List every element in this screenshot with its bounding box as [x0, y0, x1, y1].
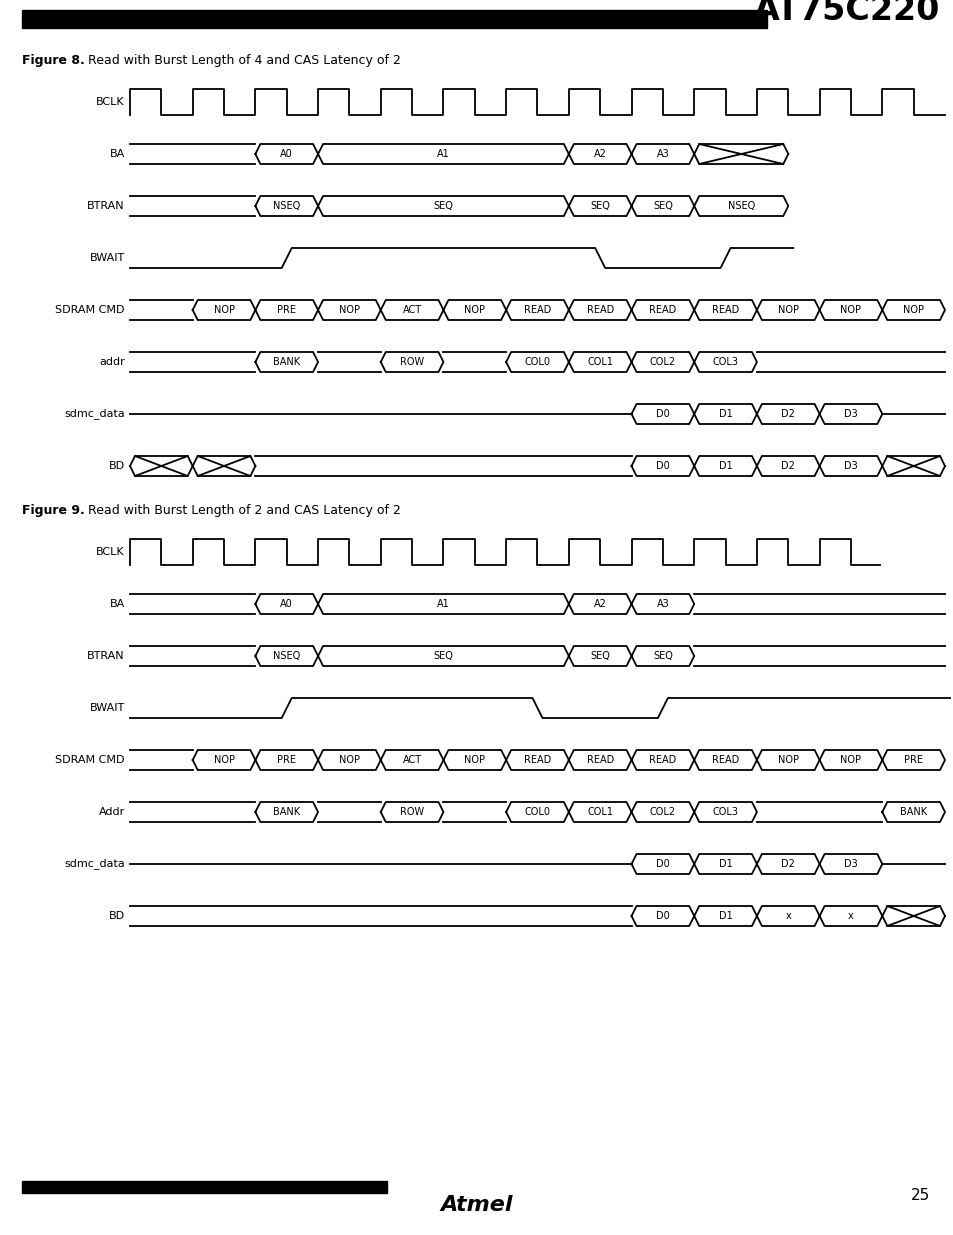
Text: BCLK: BCLK [96, 98, 125, 107]
Text: SEQ: SEQ [652, 201, 672, 211]
Text: A3: A3 [656, 149, 669, 159]
Text: READ: READ [649, 755, 676, 764]
Text: SEQ: SEQ [652, 651, 672, 661]
Text: D0: D0 [656, 461, 669, 471]
Bar [22, 10, 766, 28]
Text: COL2: COL2 [649, 806, 676, 818]
Text: NOP: NOP [777, 305, 798, 315]
Text: A0: A0 [280, 599, 293, 609]
Text: addr: addr [99, 357, 125, 367]
Text: A1: A1 [436, 599, 450, 609]
Text: COL0: COL0 [524, 806, 550, 818]
Text: NOP: NOP [464, 305, 485, 315]
Text: READ: READ [711, 305, 739, 315]
Text: D2: D2 [781, 860, 795, 869]
Text: BCLK: BCLK [96, 547, 125, 557]
Text: COL3: COL3 [712, 357, 738, 367]
Text: PRE: PRE [277, 305, 296, 315]
Text: sdmc_data: sdmc_data [64, 858, 125, 869]
Text: AT75C220: AT75C220 [753, 0, 939, 27]
Text: D0: D0 [656, 860, 669, 869]
Text: Read with Burst Length of 2 and CAS Latency of 2: Read with Burst Length of 2 and CAS Late… [80, 504, 400, 517]
Text: BA: BA [110, 599, 125, 609]
Text: D3: D3 [843, 409, 857, 419]
Text: NOP: NOP [464, 755, 485, 764]
Text: ACT: ACT [402, 755, 421, 764]
Text: READ: READ [711, 755, 739, 764]
Text: READ: READ [586, 305, 613, 315]
Text: NSEQ: NSEQ [273, 651, 300, 661]
Text: READ: READ [649, 305, 676, 315]
Text: x: x [847, 911, 853, 921]
Text: D1: D1 [718, 860, 732, 869]
Text: SEQ: SEQ [590, 201, 610, 211]
Text: READ: READ [523, 305, 551, 315]
Bar [22, 1181, 387, 1193]
Text: Addr: Addr [99, 806, 125, 818]
Text: SDRAM CMD: SDRAM CMD [55, 755, 125, 764]
Text: NOP: NOP [902, 305, 923, 315]
Text: A3: A3 [656, 599, 669, 609]
Text: SDRAM CMD: SDRAM CMD [55, 305, 125, 315]
Text: Figure 9.: Figure 9. [22, 504, 85, 517]
Text: D2: D2 [781, 461, 795, 471]
Text: SEQ: SEQ [433, 201, 453, 211]
Text: ACT: ACT [402, 305, 421, 315]
Text: sdmc_data: sdmc_data [64, 409, 125, 420]
Text: READ: READ [586, 755, 613, 764]
Text: NOP: NOP [840, 755, 861, 764]
Text: NSEQ: NSEQ [727, 201, 754, 211]
FancyBboxPatch shape [441, 1187, 512, 1223]
Text: A0: A0 [280, 149, 293, 159]
Text: x: x [784, 911, 790, 921]
Text: NSEQ: NSEQ [273, 201, 300, 211]
Text: BANK: BANK [273, 806, 300, 818]
Text: NOP: NOP [213, 755, 234, 764]
Text: COL2: COL2 [649, 357, 676, 367]
Text: A2: A2 [593, 599, 606, 609]
Text: BWAIT: BWAIT [90, 703, 125, 713]
Text: BTRAN: BTRAN [88, 651, 125, 661]
Text: COL1: COL1 [587, 806, 613, 818]
Text: D0: D0 [656, 911, 669, 921]
Text: COL0: COL0 [524, 357, 550, 367]
Text: BA: BA [110, 149, 125, 159]
Text: D1: D1 [718, 409, 732, 419]
Text: D3: D3 [843, 860, 857, 869]
Text: ROW: ROW [399, 357, 424, 367]
Text: BTRAN: BTRAN [88, 201, 125, 211]
Text: BD: BD [109, 911, 125, 921]
Text: SEQ: SEQ [590, 651, 610, 661]
Text: COL3: COL3 [712, 806, 738, 818]
Text: READ: READ [523, 755, 551, 764]
Text: NOP: NOP [213, 305, 234, 315]
Text: BANK: BANK [899, 806, 926, 818]
Text: D3: D3 [843, 461, 857, 471]
Text: SEQ: SEQ [433, 651, 453, 661]
Text: PRE: PRE [277, 755, 296, 764]
Text: Figure 8.: Figure 8. [22, 54, 85, 67]
Text: D0: D0 [656, 409, 669, 419]
Text: NOP: NOP [338, 755, 359, 764]
Text: A1: A1 [436, 149, 450, 159]
Text: COL1: COL1 [587, 357, 613, 367]
Text: Atmel: Atmel [440, 1195, 513, 1215]
Text: 25: 25 [910, 1188, 929, 1203]
Text: BWAIT: BWAIT [90, 253, 125, 263]
Text: D1: D1 [718, 911, 732, 921]
Text: NOP: NOP [840, 305, 861, 315]
Text: Read with Burst Length of 4 and CAS Latency of 2: Read with Burst Length of 4 and CAS Late… [80, 54, 400, 67]
Text: NOP: NOP [777, 755, 798, 764]
Text: A2: A2 [593, 149, 606, 159]
Text: ROW: ROW [399, 806, 424, 818]
Text: NOP: NOP [338, 305, 359, 315]
Text: D2: D2 [781, 409, 795, 419]
Text: D1: D1 [718, 461, 732, 471]
Text: PRE: PRE [903, 755, 923, 764]
Text: BD: BD [109, 461, 125, 471]
Text: BANK: BANK [273, 357, 300, 367]
